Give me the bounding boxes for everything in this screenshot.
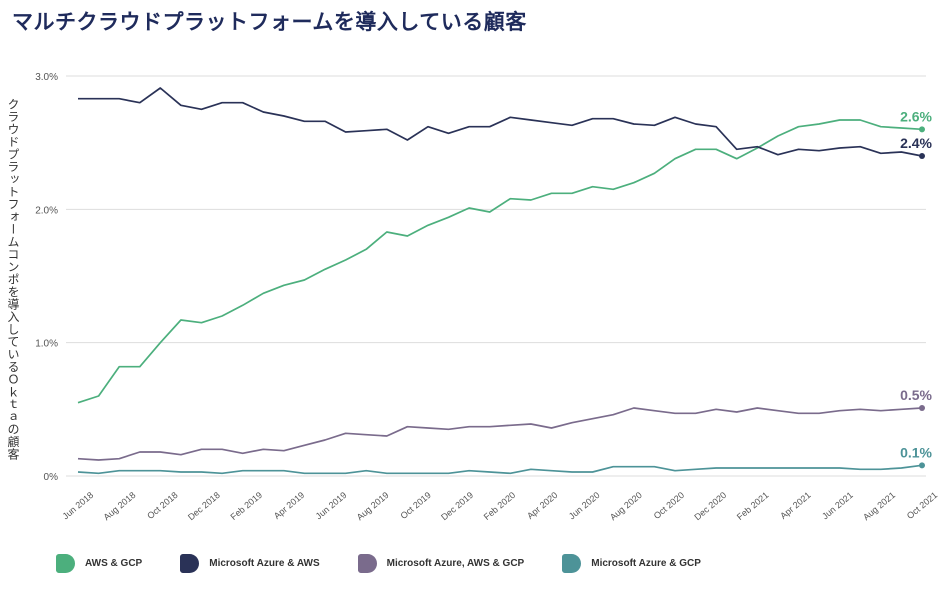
x-tick-label: Apr 2019 [272, 490, 306, 521]
y-axis-label: クラウドプラットフォームコンポを導入しているＯｋｔａの顧客 [6, 98, 20, 461]
x-tick-label: Aug 2021 [861, 490, 897, 522]
x-tick-label: Dec 2020 [692, 490, 728, 522]
x-tick-label: Jun 2020 [567, 490, 602, 521]
series-end-label: 2.6% [900, 108, 932, 124]
series-end-label: 0.1% [900, 444, 932, 460]
y-tick-label: 3.0% [35, 72, 58, 83]
x-tick-label: Oct 2019 [398, 490, 432, 521]
chart-title: マルチクラウドプラットフォームを導入している顧客 [12, 11, 527, 34]
y-tick-label: 0% [44, 472, 59, 483]
series-line [78, 87, 923, 157]
x-tick-label: Aug 2018 [102, 490, 138, 522]
series-line [77, 464, 923, 475]
x-tick-label: Feb 2021 [735, 490, 771, 522]
x-tick-label: Oct 2021 [905, 490, 939, 521]
series-end-point [919, 153, 925, 159]
x-tick-label: Jun 2021 [820, 490, 855, 521]
legend-label: AWS & GCP [85, 558, 143, 569]
series-end-point [919, 405, 925, 411]
legend-swatch [562, 554, 582, 573]
x-tick-label: Oct 2020 [652, 490, 686, 521]
series-end-label: 0.5% [900, 387, 932, 403]
series-end-point [919, 126, 925, 133]
legend-swatch [180, 554, 200, 573]
x-tick-label: Dec 2019 [439, 490, 475, 522]
y-tick-label: 1.0% [35, 339, 58, 350]
legend-swatch [357, 554, 377, 573]
legend: AWS & GCP Microsoft Azure & AWS Microsof… [56, 554, 739, 573]
legend-label: Microsoft Azure, AWS & GCP [386, 558, 525, 569]
series-line [77, 119, 923, 404]
legend-item-azure-aws-gcp[interactable]: Microsoft Azure, AWS & GCP [357, 554, 525, 573]
x-tick-label: Oct 2018 [145, 490, 179, 521]
legend-label: Microsoft Azure & GCP [591, 558, 701, 569]
x-tick-label: Aug 2020 [608, 490, 644, 522]
x-tick-label: Jun 2018 [60, 490, 95, 521]
series-line [77, 407, 923, 461]
legend-item-aws-gcp[interactable]: AWS & GCP [56, 554, 142, 573]
end-labels: 2.6% 2.4% 0.5% 0.1% [900, 108, 932, 460]
y-tick-label: 2.0% [35, 205, 58, 216]
x-tick-label: Jun 2019 [314, 490, 349, 521]
x-tick-label: Feb 2019 [229, 490, 265, 522]
grid-lines [66, 75, 926, 477]
legend-item-azure-gcp[interactable]: Microsoft Azure & GCP [562, 554, 701, 573]
legend-item-azure-aws[interactable]: Microsoft Azure & AWS [180, 554, 320, 573]
y-tick-labels: 0% 1.0% 2.0% 3.0% [35, 72, 58, 483]
x-tick-label: Feb 2020 [482, 490, 518, 522]
series-end-label: 2.4% [900, 135, 932, 151]
x-tick-label: Apr 2020 [525, 490, 559, 521]
x-tick-label: Aug 2019 [355, 490, 391, 522]
x-tick-label: Dec 2018 [186, 490, 222, 522]
legend-swatch [56, 554, 75, 573]
x-tick-labels: Jun 2018 Aug 2018 Oct 2018 Dec 2018 Feb 2019… [60, 490, 939, 522]
series-end-point [919, 462, 925, 469]
series-lines [77, 87, 925, 475]
x-tick-label: Apr 2021 [778, 490, 812, 521]
legend-label: Microsoft Azure & AWS [209, 558, 320, 569]
